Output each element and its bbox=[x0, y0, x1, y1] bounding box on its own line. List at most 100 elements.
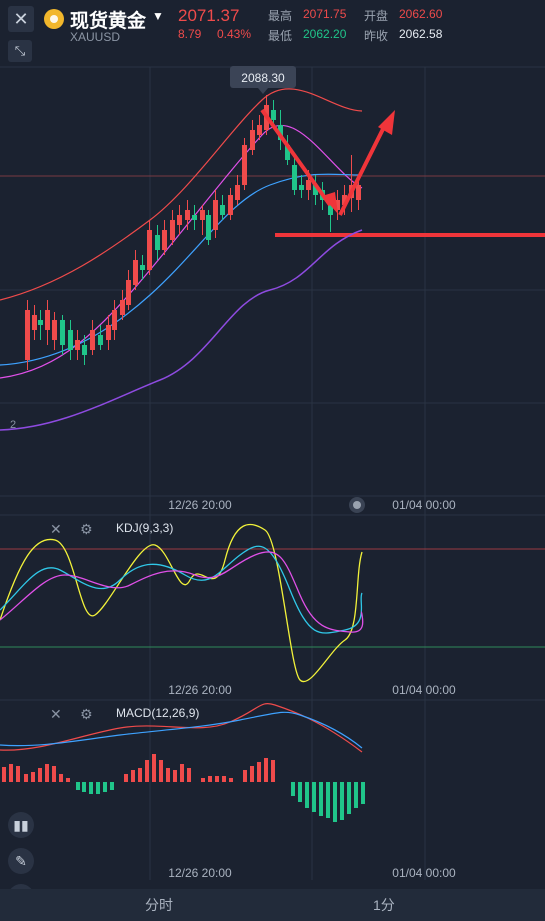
candle-body bbox=[133, 260, 138, 285]
macd-bar bbox=[319, 782, 323, 816]
scroll-handle[interactable] bbox=[353, 501, 361, 509]
candle-body bbox=[185, 210, 190, 220]
candles-icon[interactable]: ▮▮ bbox=[8, 812, 34, 838]
macd-xlabel-1: 12/26 20:00 bbox=[168, 866, 232, 880]
macd-bar bbox=[145, 760, 149, 782]
price-tooltip bbox=[230, 66, 296, 88]
candle-body bbox=[206, 215, 211, 240]
candle-body bbox=[45, 310, 50, 330]
candle-body bbox=[75, 340, 80, 350]
change-pct: 0.43% bbox=[217, 27, 252, 41]
pencil-icon[interactable]: ✎ bbox=[8, 848, 34, 874]
main-xlabel-1: 12/26 20:00 bbox=[168, 498, 232, 512]
dropdown-caret-icon[interactable]: ▼ bbox=[152, 9, 164, 23]
candle-body bbox=[52, 320, 57, 340]
macd-bar bbox=[52, 766, 56, 782]
candle-body bbox=[235, 185, 240, 200]
macd-bar bbox=[298, 782, 302, 802]
candle-body bbox=[299, 185, 304, 190]
collapse-icon[interactable]: ⤡ bbox=[8, 40, 32, 62]
macd-bar bbox=[138, 768, 142, 782]
macd-bar bbox=[333, 782, 337, 822]
tooltip-text: 2088.30 bbox=[241, 71, 285, 85]
open-label: 开盘 bbox=[364, 9, 389, 23]
candle-body bbox=[25, 310, 30, 360]
candle-body bbox=[162, 230, 167, 250]
candle-body bbox=[342, 195, 347, 205]
macd-bar bbox=[222, 776, 226, 782]
macd-bar bbox=[361, 782, 365, 804]
macd-bar bbox=[103, 782, 107, 792]
macd-bar bbox=[16, 766, 20, 782]
change: 8.79 bbox=[178, 27, 202, 41]
candle-body bbox=[285, 145, 290, 160]
candle-body bbox=[257, 125, 262, 135]
macd-bar bbox=[96, 782, 100, 794]
candle-body bbox=[126, 280, 131, 305]
macd-bar bbox=[152, 754, 156, 782]
candle-body bbox=[140, 265, 145, 270]
gold-icon bbox=[44, 9, 64, 29]
low-value: 2062.20 bbox=[303, 27, 347, 41]
tab-1min[interactable]: 1分 bbox=[373, 897, 395, 913]
tab-timeshare[interactable]: 分时 bbox=[145, 897, 173, 913]
candle-body bbox=[32, 315, 37, 330]
candle-body bbox=[177, 215, 182, 225]
candle-body bbox=[306, 180, 311, 190]
macd-settings-icon[interactable]: ⚙ bbox=[80, 707, 93, 723]
macd-bar bbox=[257, 762, 261, 782]
macd-bar bbox=[159, 760, 163, 782]
candle-body bbox=[90, 330, 95, 350]
main-xlabel-2: 01/04 00:00 bbox=[392, 498, 456, 512]
candle-body bbox=[200, 210, 205, 220]
macd-bar bbox=[24, 774, 28, 782]
high-label: 最高 bbox=[268, 9, 293, 23]
kdj-d-line bbox=[0, 551, 364, 633]
macd-bar bbox=[340, 782, 344, 820]
candle-body bbox=[147, 230, 152, 270]
macd-bar bbox=[187, 768, 191, 782]
macd-bar bbox=[250, 766, 254, 782]
kdj-close-icon[interactable]: ✕ bbox=[50, 522, 62, 538]
close-icon[interactable]: ✕ bbox=[8, 6, 34, 32]
macd-dif-line bbox=[0, 703, 363, 753]
open-value: 2062.60 bbox=[399, 7, 443, 21]
high-value: 2071.75 bbox=[303, 7, 347, 21]
candle-body bbox=[120, 300, 125, 315]
last-price: 2071.37 bbox=[178, 6, 240, 25]
candle-body bbox=[220, 205, 225, 215]
macd-bar bbox=[124, 774, 128, 782]
candle-body bbox=[242, 145, 247, 185]
macd-bar bbox=[291, 782, 295, 796]
prev-close-value: 2062.58 bbox=[399, 27, 443, 41]
kdj-label: KDJ(9,3,3) bbox=[116, 521, 173, 535]
macd-bar bbox=[66, 778, 70, 782]
macd-bar bbox=[264, 758, 268, 782]
header: ✕ ⤡ 现货黄金 ▼ XAUUSD 2071.37 8.79 0.43% 最高 … bbox=[0, 0, 545, 62]
macd-bar bbox=[166, 768, 170, 782]
macd-bar bbox=[201, 778, 205, 782]
kdj-settings-icon[interactable]: ⚙ bbox=[80, 522, 93, 538]
candle-body bbox=[356, 185, 361, 200]
left-marker: 2 bbox=[10, 419, 16, 431]
macd-bar bbox=[45, 764, 49, 782]
macd-close-icon[interactable]: ✕ bbox=[50, 707, 62, 723]
macd-histogram bbox=[2, 754, 365, 822]
macd-bar bbox=[38, 768, 42, 782]
candle-body bbox=[271, 110, 276, 120]
macd-bar bbox=[131, 770, 135, 782]
macd-bar bbox=[82, 782, 86, 792]
ma-fast-line bbox=[0, 88, 363, 301]
macd-bar bbox=[326, 782, 330, 818]
ma-lower-line bbox=[0, 229, 363, 431]
candle-body bbox=[112, 310, 117, 330]
candle-body bbox=[60, 320, 65, 345]
macd-dea-line bbox=[0, 711, 363, 749]
candle-body bbox=[68, 330, 73, 350]
instrument-name[interactable]: 现货黄金 bbox=[70, 11, 147, 32]
symbol: XAUUSD bbox=[70, 30, 121, 44]
macd-bar bbox=[305, 782, 309, 808]
kdj-xlabel-1: 12/26 20:00 bbox=[168, 683, 232, 697]
low-label: 最低 bbox=[268, 29, 293, 43]
